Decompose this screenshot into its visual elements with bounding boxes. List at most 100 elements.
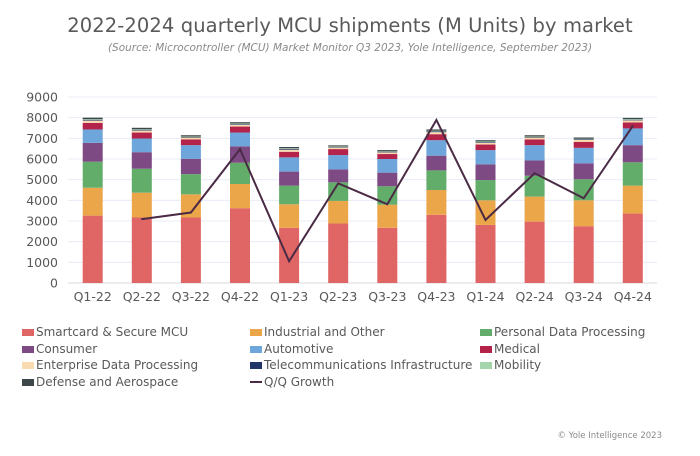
x-tick-label: Q3-24 xyxy=(565,289,603,304)
bar-segment xyxy=(180,145,201,159)
qq-growth-point xyxy=(239,148,241,150)
bar-segment xyxy=(131,132,152,139)
legend-label: Automotive xyxy=(264,342,334,356)
qq-growth-point xyxy=(582,197,585,200)
bar-segment xyxy=(82,215,103,283)
legend-label: Smartcard & Secure MCU xyxy=(36,325,189,339)
bar-segment xyxy=(180,136,201,138)
legend-item-telecom: Telecommunications Infrastructure xyxy=(250,358,472,372)
qq-growth-point xyxy=(288,260,290,263)
bar-segment xyxy=(475,140,496,142)
copyright: © Yole Intelligence 2023 xyxy=(557,431,662,441)
bar-segment xyxy=(524,135,545,137)
bar-segment xyxy=(131,152,152,169)
bar-segment xyxy=(328,223,349,283)
bar-segment xyxy=(279,204,300,228)
bar-segment xyxy=(426,140,447,156)
x-tick-label: Q4-22 xyxy=(221,289,259,304)
y-tick-label: 7000 xyxy=(26,131,58,146)
bar-segment xyxy=(230,132,250,147)
bar-segment xyxy=(426,129,447,131)
bar-segment xyxy=(131,192,152,218)
bar-segment xyxy=(82,142,103,162)
bar-segment xyxy=(230,208,250,283)
bar-segment xyxy=(230,123,250,125)
bar-segment xyxy=(524,145,545,161)
chart-subtitle: (Source: Microcontroller (MCU) Market Mo… xyxy=(107,42,593,54)
y-tick-label: 3000 xyxy=(26,214,58,229)
bar-segment xyxy=(180,217,201,283)
x-tick-label: Q2-23 xyxy=(319,289,357,304)
legend-line-swatch xyxy=(250,381,262,383)
legend-swatch xyxy=(22,328,34,336)
bar-segment xyxy=(131,127,152,130)
bar-segment xyxy=(328,147,349,150)
y-tick-label: 5000 xyxy=(26,172,58,187)
legend-label: Industrial and Other xyxy=(264,325,385,339)
bar-segment xyxy=(622,162,643,186)
legend-item-automotive: Automotive xyxy=(250,342,333,356)
bar-segment xyxy=(377,227,398,283)
bar-segment xyxy=(573,147,594,164)
legend-swatch xyxy=(22,361,34,369)
bar-segment xyxy=(622,120,643,123)
qq-growth-point xyxy=(386,203,389,206)
bar-segment xyxy=(279,148,300,149)
bar-segment xyxy=(328,155,349,170)
bar-segment xyxy=(573,141,594,148)
bar-segment xyxy=(426,130,447,132)
bar-segment xyxy=(426,170,447,190)
legend-label: Consumer xyxy=(36,342,98,356)
bar-segment xyxy=(475,200,496,225)
bar-segment xyxy=(573,139,594,142)
bar-segment xyxy=(131,130,152,133)
qq-growth-point xyxy=(533,172,536,175)
bar-segment xyxy=(426,131,447,133)
legend-swatch xyxy=(250,328,262,336)
legend-item-medical: Medical xyxy=(480,342,540,356)
bar-segment xyxy=(82,117,103,120)
bar-segment xyxy=(524,137,545,140)
chart-title: 2022-2024 quarterly MCU shipments (M Uni… xyxy=(67,14,633,37)
legend-label: Enterprise Data Processing xyxy=(36,358,199,372)
legend-swatch xyxy=(250,345,262,353)
bar-segment xyxy=(279,185,300,205)
bar-segment xyxy=(230,124,250,127)
y-tick-label: 4000 xyxy=(26,193,58,208)
bar-segment xyxy=(475,142,496,143)
legend-item-enterprise: Enterprise Data Processing xyxy=(22,358,198,372)
bar-segment xyxy=(377,154,398,159)
x-tick-label: Q3-22 xyxy=(172,289,210,304)
bar-segment xyxy=(573,137,594,139)
bar-segment xyxy=(524,196,545,222)
bar-segment xyxy=(328,169,349,183)
bar-segment xyxy=(131,138,152,153)
bar-segment xyxy=(131,168,152,193)
legend-item-industrial: Industrial and Other xyxy=(250,325,385,339)
bar-segment xyxy=(622,145,643,163)
qq-growth-point xyxy=(190,211,192,214)
bar-segment xyxy=(377,159,398,173)
bar-segment xyxy=(573,163,594,180)
qq-growth-point xyxy=(632,125,634,127)
bar-segment xyxy=(377,150,398,152)
y-tick-label: 1000 xyxy=(26,255,58,270)
legend-label: Medical xyxy=(494,342,540,356)
bar-segment xyxy=(426,214,447,283)
legend-label: Q/Q Growth xyxy=(264,375,335,389)
bar-segment xyxy=(475,141,496,143)
bar-segment xyxy=(180,135,201,137)
y-tick-label: 9000 xyxy=(26,90,58,105)
x-tick-label: Q4-24 xyxy=(614,289,652,304)
bar-segment xyxy=(475,224,496,283)
bar-segment xyxy=(82,120,103,123)
bar-segment xyxy=(180,194,201,218)
bar-segment xyxy=(377,152,398,155)
x-tick-label: Q4-23 xyxy=(417,289,455,304)
bar-segment xyxy=(475,142,496,145)
legend-item-personal-data: Personal Data Processing xyxy=(480,325,645,339)
x-tick-label: Q1-24 xyxy=(466,289,504,304)
legend-swatch xyxy=(22,345,34,353)
bar-segment xyxy=(377,186,398,205)
bar-segment xyxy=(180,137,201,140)
